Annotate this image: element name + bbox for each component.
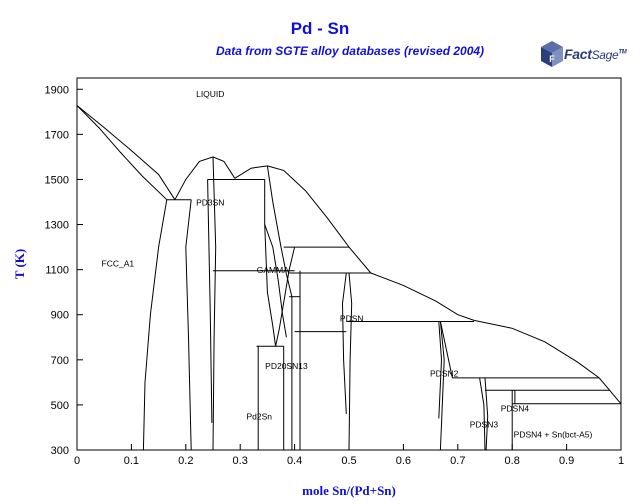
boundary-fcc-solvus — [142, 199, 168, 451]
logo-text: FactSageTM — [564, 46, 627, 62]
boundary-gamma-left — [264, 179, 296, 347]
boundary-pdsn3-right — [484, 377, 489, 451]
x-tick-label: 0.1 — [124, 455, 139, 467]
region-labels: LIQUID PD3SN FCC_A1 GAMMA PDSN PD20SN13 PDSN2 P… — [102, 89, 593, 439]
x-tick-label: 0.8 — [505, 455, 520, 467]
y-tick-label: 1900 — [45, 84, 69, 96]
boundary-pdsn2-left — [438, 321, 443, 419]
region-label: GAMMA — [257, 265, 289, 275]
x-tick-label: 0.9 — [559, 455, 574, 467]
boundary-liquidus-fcc-upper — [76, 105, 176, 200]
cube-icon: F — [541, 41, 563, 67]
y-axis-label: T (K) — [12, 249, 27, 279]
y-tick-label: 300 — [51, 445, 69, 457]
boundary-pd3sn-left — [185, 199, 192, 451]
region-label: PDSN2 — [430, 369, 459, 379]
svg-text:F: F — [549, 54, 555, 64]
region-label: PD3SN — [196, 197, 224, 207]
y-axis: 300 500 700 900 1100 1300 1500 1700 1900 — [45, 84, 83, 457]
boundary-pdsn-right — [348, 272, 353, 451]
y-tick-label: 1100 — [45, 265, 69, 277]
boundary-liquidus-gamma-left — [234, 165, 268, 179]
boundary-gamma-lower — [264, 224, 287, 338]
x-tick-label: 0.7 — [450, 455, 465, 467]
y-tick-label: 900 — [51, 310, 69, 322]
boundary-solidus-fcc — [76, 105, 168, 201]
region-label: PDSN — [340, 313, 364, 323]
y-tick-label: 500 — [51, 400, 69, 412]
region-label: PDSN4 + Sn(bct-A5) — [514, 430, 593, 440]
region-label: PDSN4 — [501, 404, 530, 414]
chart-title: Pd - Sn — [290, 19, 350, 38]
phase-boundaries — [76, 105, 622, 451]
x-tick-label: 0.4 — [287, 455, 302, 467]
x-tick-label: 1 — [618, 455, 624, 467]
y-tick-label: 1700 — [45, 129, 69, 141]
x-axis: 0 0.1 0.2 0.3 0.4 0.5 0.6 0.7 0.8 0.9 1 — [74, 444, 624, 467]
boundary-pd3sn-right — [212, 156, 217, 451]
y-tick-label: 1300 — [45, 220, 69, 232]
x-axis-label: mole Sn/(Pd+Sn) — [302, 483, 396, 498]
chart-subtitle: Data from SGTE alloy databases (revised … — [215, 44, 485, 58]
region-label: LIQUID — [196, 89, 224, 99]
region-label: PD20SN13 — [265, 361, 308, 371]
x-tick-label: 0 — [74, 455, 80, 467]
region-label: Pd2Sn — [246, 412, 272, 422]
y-tick-label: 700 — [51, 355, 69, 367]
boundary-pdsn2-liq — [439, 321, 453, 379]
factsage-logo: F FactSageTM — [538, 38, 638, 72]
boundary-liquidus-gamma — [267, 165, 372, 274]
plot-frame — [76, 77, 622, 451]
boundary-pdsn-left — [341, 272, 347, 414]
x-tick-label: 0.3 — [233, 455, 248, 467]
boundary-gamma-right — [266, 165, 293, 297]
region-label: FCC_A1 — [102, 258, 135, 268]
x-tick-label: 0.2 — [178, 455, 193, 467]
boundary-liquidus-pdsn — [370, 272, 475, 321]
boundary-pdsn3-left — [479, 377, 486, 451]
boundary-liquidus-pdsn2 — [473, 319, 622, 405]
y-tick-label: 1500 — [45, 174, 69, 186]
boundary-liquidus-pd3sn — [174, 156, 236, 200]
x-tick-label: 0.5 — [341, 455, 356, 467]
boundary-pdsn2-right — [439, 321, 445, 451]
region-label: PDSN3 — [470, 419, 499, 429]
boundary-pd3sn-left-inner — [207, 179, 213, 423]
x-tick-label: 0.6 — [396, 455, 411, 467]
